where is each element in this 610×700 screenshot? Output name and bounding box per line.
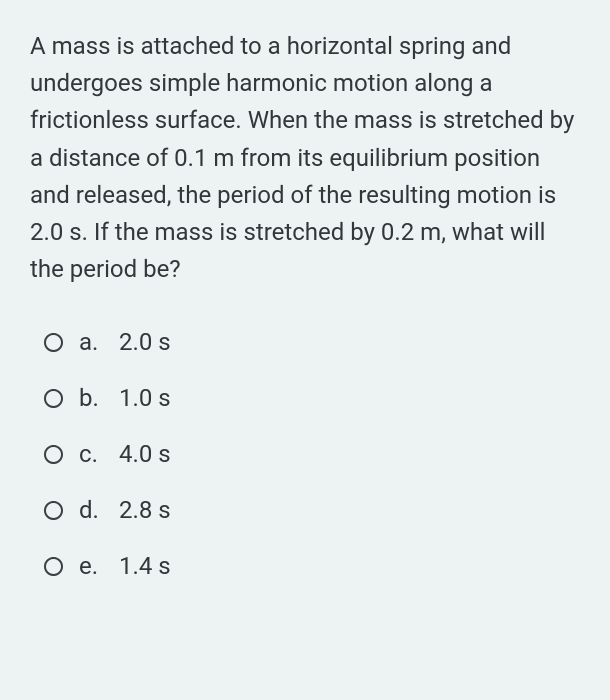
option-d[interactable]: d. 2.8 s: [44, 496, 580, 524]
option-text: 1.4 s: [119, 552, 171, 580]
option-b[interactable]: b. 1.0 s: [44, 384, 580, 412]
option-a[interactable]: a. 2.0 s: [44, 328, 580, 356]
option-text: 2.0 s: [119, 328, 171, 356]
question-text: A mass is attached to a horizontal sprin…: [30, 28, 580, 288]
option-text: 2.8 s: [119, 496, 171, 524]
radio-icon[interactable]: [44, 557, 63, 576]
option-letter: d.: [79, 496, 119, 524]
options-list: a. 2.0 s b. 1.0 s c. 4.0 s d. 2.8 s e. 1…: [30, 328, 580, 580]
option-letter: c.: [79, 440, 119, 468]
option-letter: b.: [79, 384, 119, 412]
radio-icon[interactable]: [44, 333, 63, 352]
radio-icon[interactable]: [44, 501, 63, 520]
option-text: 4.0 s: [119, 440, 171, 468]
option-letter: a.: [79, 328, 119, 356]
radio-icon[interactable]: [44, 445, 63, 464]
option-c[interactable]: c. 4.0 s: [44, 440, 580, 468]
option-letter: e.: [79, 552, 119, 580]
radio-icon[interactable]: [44, 389, 63, 408]
option-text: 1.0 s: [119, 384, 171, 412]
option-e[interactable]: e. 1.4 s: [44, 552, 580, 580]
